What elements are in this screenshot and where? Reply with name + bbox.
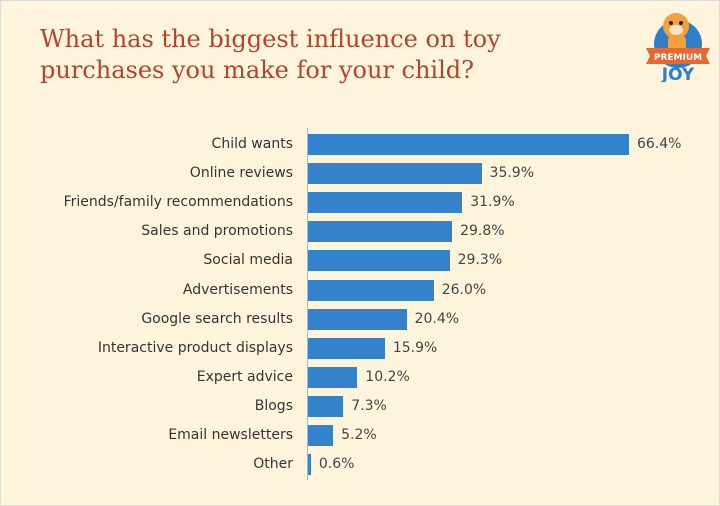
bar-row: Social media 29.3% [0, 250, 720, 272]
value-label: 26.0% [441, 281, 487, 298]
value-label: 66.4% [637, 136, 682, 152]
bar-row: Google search results 20.4% [0, 308, 720, 330]
category-label: Expert advice [196, 368, 293, 385]
category-label: Sales and promotions [141, 223, 293, 240]
bar [308, 163, 482, 185]
bar [308, 425, 334, 446]
category-label: Google search results [141, 310, 293, 327]
category-label: Online reviews [189, 165, 293, 182]
bar-row: Blogs 7.3% [0, 395, 720, 417]
svg-text:JOY: JOY [661, 65, 695, 82]
premium-joy-logo: PREMIUM JOY [646, 13, 710, 82]
bar [308, 250, 450, 272]
value-label: 7.3% [351, 397, 387, 414]
value-label: 15.9% [392, 339, 438, 356]
value-label: 20.4% [414, 310, 460, 327]
value-label: 10.2% [365, 368, 410, 385]
bar-row: Online reviews 35.9% [0, 163, 720, 185]
value-label: 5.2% [341, 427, 377, 443]
chart-title: What has the biggest influence on toy pu… [40, 25, 501, 84]
svg-text:PREMIUM: PREMIUM [654, 53, 702, 63]
bar [308, 192, 463, 214]
value-label: 35.9% [489, 165, 535, 182]
category-label: Blogs [254, 397, 293, 414]
bar [308, 337, 385, 359]
category-label: Other [253, 456, 293, 473]
bar [308, 395, 344, 417]
value-label: 29.8% [460, 223, 505, 240]
y-axis-line [307, 128, 308, 480]
value-label: 29.3% [457, 252, 503, 269]
bar-row: Sales and promotions 29.8% [0, 221, 720, 243]
bar-row: Child wants 66.4% [0, 134, 720, 155]
bar-row: Interactive product displays 15.9% [0, 337, 720, 359]
bar [308, 221, 453, 243]
bar-row: Expert advice 10.2% [0, 366, 720, 388]
bar-row: Other 0.6% [0, 454, 720, 476]
bar-row: Email newsletters 5.2% [0, 425, 720, 446]
category-label: Social media [203, 252, 293, 269]
bar-row: Advertisements 26.0% [0, 279, 720, 301]
bar [308, 308, 407, 330]
bar [308, 454, 311, 476]
bar [308, 134, 629, 155]
value-label: 31.9% [470, 194, 515, 211]
category-label: Advertisements [182, 281, 293, 298]
category-label: Child wants [211, 136, 293, 152]
value-label: 0.6% [318, 456, 355, 473]
bar [308, 279, 434, 301]
category-label: Email newsletters [168, 427, 293, 443]
category-label: Interactive product displays [97, 339, 293, 356]
bar [308, 366, 358, 388]
bar-row: Friends/family recommendations 31.9% [0, 192, 720, 214]
category-label: Friends/family recommendations [63, 194, 293, 211]
